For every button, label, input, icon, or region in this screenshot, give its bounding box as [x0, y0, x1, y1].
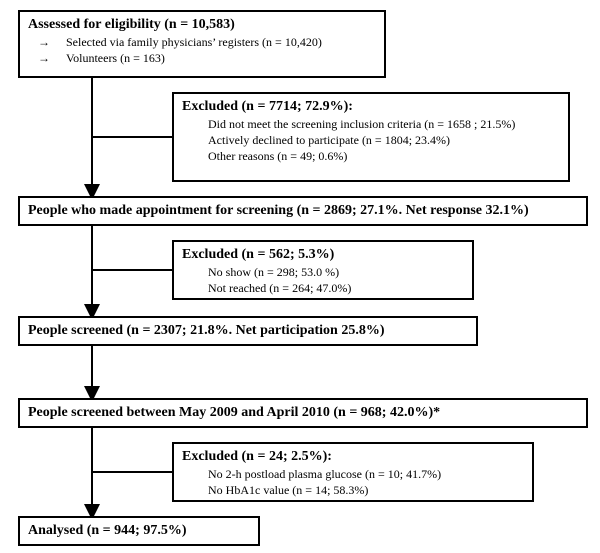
node-excluded-2-reason-2: Not reached (n = 264; 47.0%) [208, 280, 464, 296]
node-excluded-1: Excluded (n = 7714; 72.9%): Did not meet… [172, 92, 570, 182]
node-excluded-1-reason-1: Did not meet the screening inclusion cri… [208, 116, 560, 132]
node-excluded-1-title: Excluded (n = 7714; 72.9%): [182, 98, 560, 116]
node-excluded-2: Excluded (n = 562; 5.3%) No show (n = 29… [172, 240, 474, 300]
node-excluded-1-reason-3: Other reasons (n = 49; 0.6%) [208, 148, 560, 164]
node-eligibility-title: Assessed for eligibility (n = 10,583) [28, 16, 376, 34]
node-analysed-title: Analysed (n = 944; 97.5%) [28, 522, 250, 540]
flowchart-canvas: Assessed for eligibility (n = 10,583) →S… [0, 0, 600, 553]
node-screened: People screened (n = 2307; 21.8%. Net pa… [18, 316, 478, 346]
node-analysed: Analysed (n = 944; 97.5%) [18, 516, 260, 546]
node-excluded-1-reason-2: Actively declined to participate (n = 18… [208, 132, 560, 148]
node-eligibility-sub1: →Selected via family physicians’ registe… [28, 34, 376, 50]
node-appointment: People who made appointment for screenin… [18, 196, 588, 226]
node-excluded-2-title: Excluded (n = 562; 5.3%) [182, 246, 464, 264]
node-screened-title: People screened (n = 2307; 21.8%. Net pa… [28, 322, 468, 340]
node-excluded-2-reason-1: No show (n = 298; 53.0 %) [208, 264, 464, 280]
node-excluded-3-title: Excluded (n = 24; 2.5%): [182, 448, 524, 466]
node-eligibility-sub2: →Volunteers (n = 163) [28, 50, 376, 66]
node-appointment-title: People who made appointment for screenin… [28, 202, 578, 220]
arrow-right-icon: → [52, 50, 66, 66]
node-excluded-3: Excluded (n = 24; 2.5%): No 2-h postload… [172, 442, 534, 502]
arrow-right-icon: → [52, 34, 66, 50]
node-excluded-3-reason-2: No HbA1c value (n = 14; 58.3%) [208, 482, 524, 498]
node-screened-window-title: People screened between May 2009 and Apr… [28, 404, 578, 422]
node-excluded-3-reason-1: No 2-h postload plasma glucose (n = 10; … [208, 466, 524, 482]
node-screened-window: People screened between May 2009 and Apr… [18, 398, 588, 428]
node-eligibility: Assessed for eligibility (n = 10,583) →S… [18, 10, 386, 78]
